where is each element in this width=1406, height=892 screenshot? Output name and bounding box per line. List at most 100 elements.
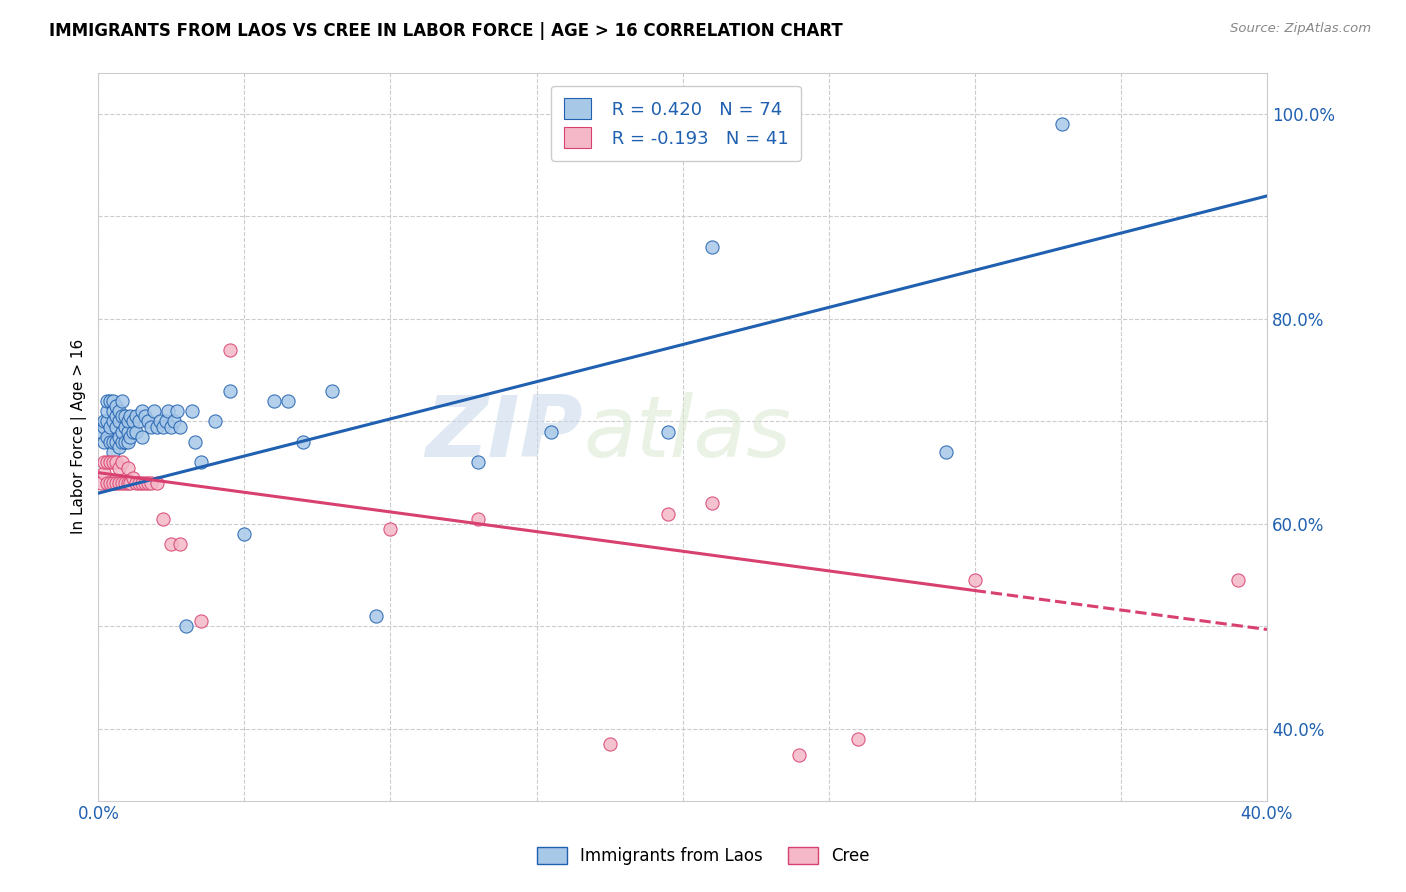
Point [120,430,142,444]
Point [101,434,124,449]
Point [169,419,191,434]
Point [117,460,139,475]
Point [111,475,134,490]
Point [128,414,150,428]
Point [90,475,112,490]
Point [152,419,174,434]
Point [128,475,150,490]
Point [233,527,256,541]
Point [160,537,183,551]
Point [700,496,723,510]
Text: Source: ZipAtlas.com: Source: ZipAtlas.com [1230,22,1371,36]
Point [104,399,127,413]
Point [96,404,118,418]
Point [146,475,169,490]
Point [700,240,723,254]
Point [104,419,127,434]
Point [111,409,134,424]
Text: ZIP: ZIP [426,392,583,475]
Point [190,455,212,469]
Point [122,425,145,439]
Point [134,409,156,424]
Point [139,475,162,490]
Point [98,434,121,449]
Point [96,414,118,428]
Point [117,425,139,439]
Point [120,409,142,424]
Point [846,732,869,747]
Point [101,475,124,490]
Point [180,404,202,418]
Point [963,574,986,588]
Point [467,455,489,469]
Point [122,471,145,485]
Point [107,460,129,475]
Point [93,455,115,469]
Point [155,414,177,428]
Point [111,425,134,439]
Point [93,414,115,428]
Point [96,455,118,469]
Point [1052,117,1074,131]
Text: IMMIGRANTS FROM LAOS VS CREE IN LABOR FORCE | AGE > 16 CORRELATION CHART: IMMIGRANTS FROM LAOS VS CREE IN LABOR FO… [49,22,844,40]
Point [107,414,129,428]
Point [935,445,957,459]
Point [93,419,115,434]
Point [125,425,148,439]
Point [117,475,139,490]
Point [160,419,183,434]
Point [93,434,115,449]
Point [104,409,127,424]
Point [101,445,124,459]
Point [107,404,129,418]
Point [117,414,139,428]
Point [93,466,115,480]
Point [136,414,159,428]
Point [291,434,314,449]
Point [104,455,127,469]
Point [90,425,112,439]
Point [125,475,148,490]
Point [101,414,124,428]
Point [96,393,118,408]
Point [321,384,343,398]
Point [204,414,226,428]
Point [98,419,121,434]
Point [104,434,127,449]
Point [101,455,124,469]
Point [184,434,207,449]
Point [157,404,180,418]
Point [146,419,169,434]
Point [263,393,285,408]
Point [218,384,240,398]
Point [163,414,186,428]
Point [114,419,136,434]
Point [101,393,124,408]
Point [120,475,142,490]
Point [152,512,174,526]
Y-axis label: In Labor Force | Age > 16: In Labor Force | Age > 16 [72,339,87,534]
Point [467,512,489,526]
Point [789,747,811,762]
Point [599,737,621,751]
Point [136,475,159,490]
Point [380,522,402,536]
Point [131,475,153,490]
Point [107,440,129,454]
Point [111,455,134,469]
Point [1226,574,1249,588]
Point [107,475,129,490]
Point [117,434,139,449]
Point [114,434,136,449]
Point [125,409,148,424]
Legend: Immigrants from Laos, Cree: Immigrants from Laos, Cree [526,837,880,875]
Point [131,430,153,444]
Point [134,475,156,490]
Point [98,393,121,408]
Point [131,404,153,418]
Point [149,414,172,428]
Point [166,404,188,418]
Point [107,430,129,444]
Point [98,455,121,469]
Point [114,409,136,424]
